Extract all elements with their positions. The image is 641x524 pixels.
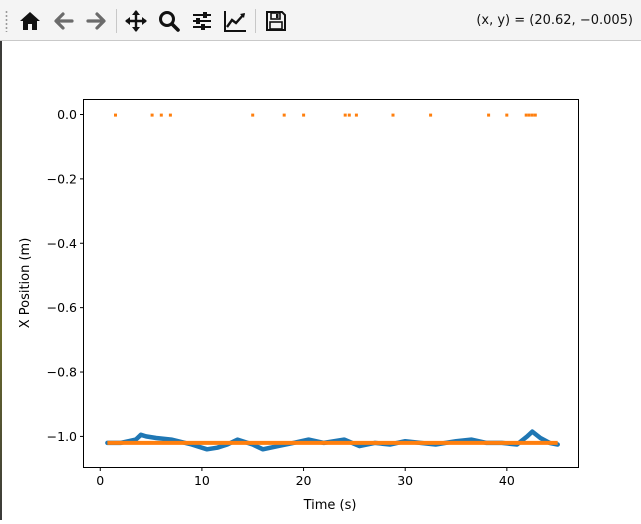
pan-button[interactable] xyxy=(122,7,150,35)
series-marker xyxy=(343,113,347,117)
series-marker xyxy=(251,113,255,117)
plot-area xyxy=(105,113,560,452)
y-tick-label: −0.2 xyxy=(47,171,77,186)
back-arrow-icon xyxy=(54,12,74,30)
series-marker xyxy=(168,113,172,117)
y-tick-label: −1.0 xyxy=(47,429,77,444)
home-icon xyxy=(20,12,40,30)
forward-arrow-icon xyxy=(86,12,106,30)
x-tick-label: 40 xyxy=(499,473,515,488)
zoom-icon xyxy=(159,11,180,32)
axis-ticks: 0 10 20 30 40 0.0 −0.2 −0.4 −0.6 −0.8 −1.0 xyxy=(47,107,515,488)
back-button[interactable] xyxy=(50,7,78,35)
toolbar-grip[interactable] xyxy=(5,10,8,32)
save-icon xyxy=(266,11,286,31)
chart[interactable]: 0 10 20 30 40 0.0 −0.2 −0.4 −0.6 −0.8 −1.0 Time (s… xyxy=(0,41,641,520)
zoom-button[interactable] xyxy=(155,7,183,35)
x-tick-label: 10 xyxy=(194,473,210,488)
forward-button[interactable] xyxy=(82,7,110,35)
navigation-toolbar: (x, y) = (20.62, −0.005) xyxy=(0,0,641,41)
series-marker xyxy=(530,113,534,117)
configure-subplots-button[interactable] xyxy=(188,7,216,35)
x-tick-label: 20 xyxy=(296,473,312,488)
series-marker xyxy=(150,113,154,117)
series-marker xyxy=(347,113,351,117)
series-marker xyxy=(302,113,306,117)
cursor-coordinates-readout: (x, y) = (20.62, −0.005) xyxy=(476,13,633,28)
series-marker xyxy=(533,113,537,117)
series-marker xyxy=(524,113,528,117)
y-tick-label: 0.0 xyxy=(57,107,77,122)
x-tick-label: 30 xyxy=(397,473,413,488)
subplots-config-icon xyxy=(193,12,211,30)
edit-axes-icon xyxy=(224,11,246,32)
series-marker xyxy=(505,113,509,117)
toolbar-separator xyxy=(116,9,117,33)
window-edge xyxy=(0,41,2,520)
y-tick-label: −0.4 xyxy=(47,236,77,251)
save-button[interactable] xyxy=(262,7,290,35)
toolbar-separator xyxy=(255,9,256,33)
series-marker xyxy=(282,113,286,117)
series-marker xyxy=(159,113,163,117)
pan-icon xyxy=(125,10,147,32)
y-tick-label: −0.8 xyxy=(47,365,77,380)
y-tick-label: −0.6 xyxy=(47,300,77,315)
series-marker xyxy=(527,113,531,117)
x-tick-label: 0 xyxy=(96,473,104,488)
figure-canvas[interactable]: 0 10 20 30 40 0.0 −0.2 −0.4 −0.6 −0.8 −1.0 Time (s… xyxy=(0,41,641,520)
series-marker xyxy=(391,113,395,117)
y-axis-label: X Position (m) xyxy=(18,238,33,329)
series-marker xyxy=(114,113,117,117)
edit-axes-button[interactable] xyxy=(221,7,249,35)
home-button[interactable] xyxy=(16,7,44,35)
axes-frame xyxy=(83,99,579,468)
series-marker xyxy=(487,113,491,117)
series-marker xyxy=(429,113,433,117)
series-marker xyxy=(354,113,358,117)
series-line-measured xyxy=(105,429,560,452)
x-axis-label: Time (s) xyxy=(303,498,357,513)
